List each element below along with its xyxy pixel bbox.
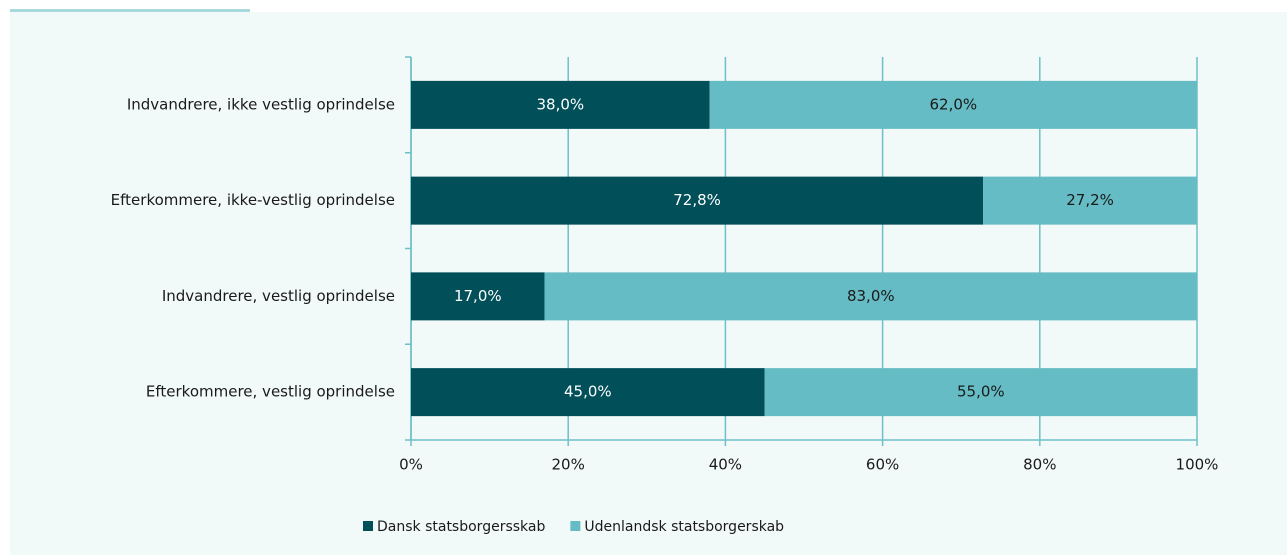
x-tick-label: 80%	[1023, 456, 1056, 474]
legend-swatch	[363, 521, 373, 531]
y-tick-label: Efterkommere, vestlig oprindelse	[146, 383, 395, 401]
data-label: 55,0%	[957, 383, 1005, 401]
legend-label: Udenlandsk statsborgerskab	[584, 519, 784, 535]
bar-segment	[983, 176, 1197, 225]
x-tick-label: 100%	[1176, 456, 1219, 474]
data-label: 17,0%	[454, 287, 502, 305]
bar-segment	[411, 80, 710, 129]
data-label: 27,2%	[1066, 191, 1114, 209]
bar-segment	[764, 368, 1197, 417]
data-label: 38,0%	[537, 95, 585, 113]
y-tick-label: Indvandrere, ikke vestlig oprindelse	[127, 95, 395, 113]
x-tick-label: 60%	[866, 456, 899, 474]
bar-segment	[411, 176, 984, 225]
data-label: 45,0%	[564, 383, 612, 401]
data-label: 72,8%	[673, 191, 721, 209]
data-label: 83,0%	[847, 287, 895, 305]
bar-segment	[709, 80, 1197, 129]
data-label: 62,0%	[930, 95, 978, 113]
bar-segment	[411, 368, 765, 417]
legend-swatch	[570, 521, 581, 531]
y-tick-label: Indvandrere, vestlig oprindelse	[162, 287, 395, 305]
legend-label: Dansk statsborgersskab	[377, 519, 545, 535]
x-tick-label: 20%	[552, 456, 585, 474]
bar-segment	[544, 272, 1197, 321]
x-tick-label: 40%	[709, 456, 742, 474]
x-tick-label: 0%	[399, 456, 423, 474]
y-tick-label: Efterkommere, ikke-vestlig oprindelse	[111, 191, 395, 209]
bar-segment	[411, 272, 545, 321]
